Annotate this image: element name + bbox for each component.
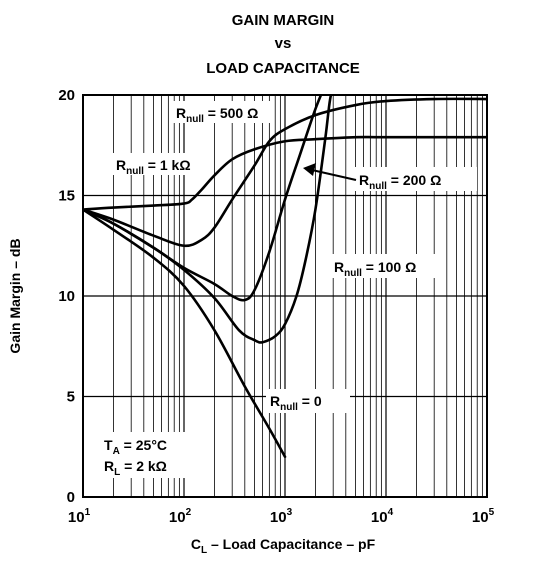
label-bg-rnull-500 xyxy=(173,101,271,123)
x-tick-label: 105 xyxy=(472,507,495,526)
y-tick-label: 5 xyxy=(67,389,75,406)
label-bg-rnull-1k xyxy=(113,153,211,175)
chart-title-line-3: LOAD CAPACITANCE xyxy=(206,60,360,77)
x-tick-label: 101 xyxy=(68,507,91,526)
x-tick-label: 102 xyxy=(169,507,192,526)
condition-rl: RL = 2 kΩ xyxy=(104,458,167,478)
curves xyxy=(83,95,487,459)
label-rnull-200: Rnull = 200 Ω xyxy=(359,172,441,192)
x-axis-label-sub: L xyxy=(201,545,207,556)
x-axis-label-post: – Load Capacitance – pF xyxy=(207,536,375,552)
label-bg-rnull-0 xyxy=(266,389,350,413)
y-tick-labels: 0 5 10 15 20 xyxy=(58,87,75,506)
arrow-line-rnull-200 xyxy=(311,169,357,181)
x-tick-labels: 101 102 103 104 105 xyxy=(68,507,495,526)
y-tick-label: 10 xyxy=(58,288,75,305)
y-tick-label: 20 xyxy=(58,87,75,104)
x-axis-label-pre: C xyxy=(191,536,201,552)
series-line-4 xyxy=(83,135,487,211)
label-bg-rnull-200 xyxy=(352,167,477,191)
arrow-head-rnull-200 xyxy=(303,163,316,176)
y-tick-label: 15 xyxy=(58,188,75,205)
label-rnull-0: Rnull = 0 xyxy=(270,393,322,413)
chart-title-line-2: vs xyxy=(275,35,292,52)
label-rnull-500: Rnull = 500 Ω xyxy=(176,105,258,125)
label-rnull-100: Rnull = 100 Ω xyxy=(334,259,416,279)
label-rnull-1k: Rnull = 1 kΩ xyxy=(116,157,191,177)
x-tick-label: 104 xyxy=(371,507,394,526)
series-line-0 xyxy=(83,208,287,459)
series-line-2 xyxy=(83,95,323,302)
y-axis-label: Gain Margin – dB xyxy=(7,238,23,353)
series-line-3 xyxy=(83,97,487,248)
plot-frame xyxy=(82,94,488,498)
condition-ta: TA = 25°C xyxy=(104,437,167,457)
x-tick-label: 103 xyxy=(270,507,293,526)
chart-title-line-1: GAIN MARGIN xyxy=(232,12,335,29)
label-bg-rnull-100 xyxy=(330,254,445,278)
y-tick-label: 0 xyxy=(67,489,75,506)
x-axis-label: CL – Load Capacitance – pF xyxy=(191,536,376,556)
conditions-bg xyxy=(98,432,196,478)
